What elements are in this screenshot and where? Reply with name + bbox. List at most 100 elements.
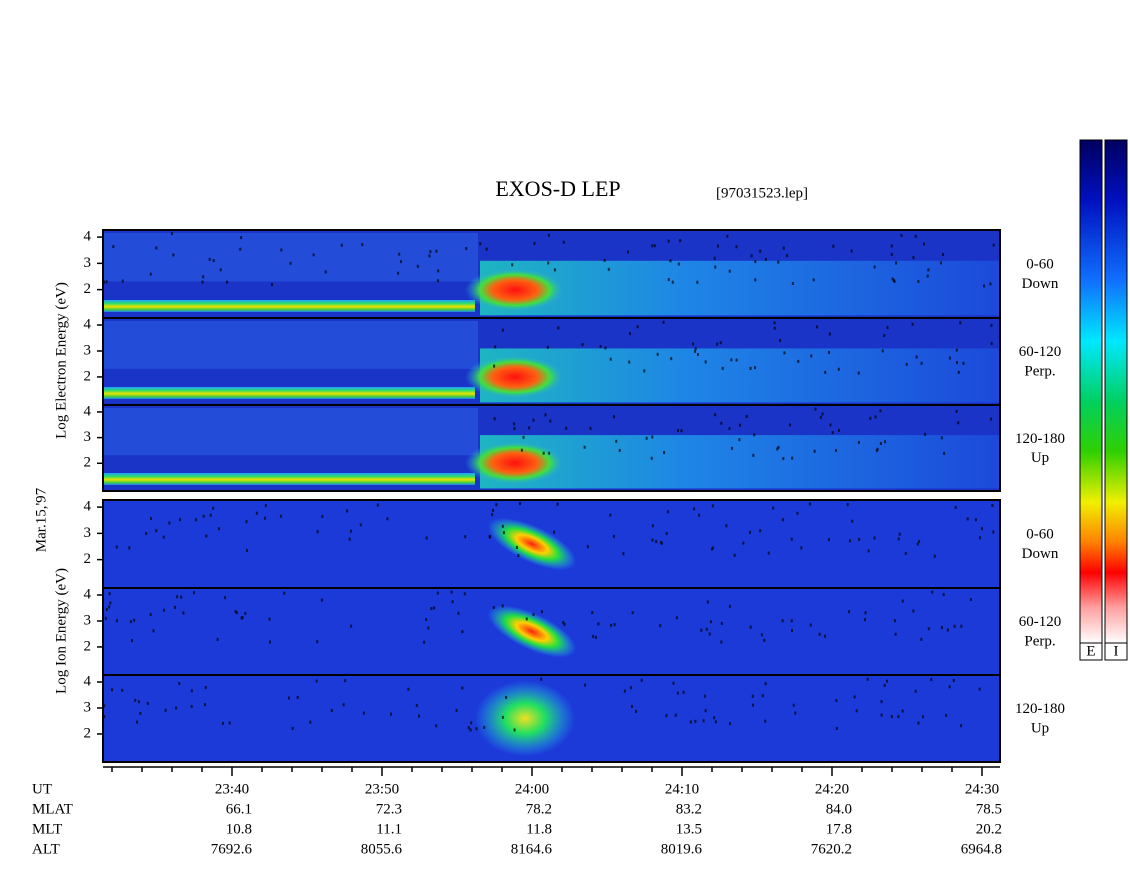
speckle <box>457 611 460 615</box>
speckle <box>433 606 436 610</box>
speckle <box>397 271 400 275</box>
speckle <box>776 447 779 451</box>
speckle <box>905 362 908 366</box>
speckle <box>992 243 995 247</box>
speckle <box>886 326 889 330</box>
speckle <box>435 249 438 253</box>
speckle <box>208 257 211 261</box>
speckle <box>134 698 137 702</box>
speckle <box>170 232 173 236</box>
speckle <box>954 505 957 509</box>
speckle <box>942 593 945 597</box>
speckle <box>786 254 789 258</box>
speckle <box>849 539 852 543</box>
speckle <box>742 541 745 545</box>
colorbar-label: E <box>1086 643 1095 659</box>
y-tick-label: 3 <box>84 342 92 358</box>
panel-angle: 0-60 <box>1026 527 1054 543</box>
speckle <box>790 619 793 623</box>
speckle <box>864 611 867 615</box>
speckle <box>837 428 840 432</box>
speckle <box>629 686 632 690</box>
speckle <box>720 621 723 625</box>
speckle <box>635 709 638 713</box>
speckle <box>891 277 894 281</box>
speckle <box>945 713 948 717</box>
speckle <box>291 726 294 730</box>
speckle <box>271 283 274 287</box>
speckle <box>296 695 299 699</box>
speckle <box>790 537 793 541</box>
speckle <box>359 523 362 527</box>
speckle <box>430 607 433 611</box>
speckle <box>386 517 389 521</box>
speckle <box>914 234 917 238</box>
row-label: MLT <box>32 821 62 837</box>
speckle <box>832 244 835 248</box>
speckle <box>108 605 111 609</box>
panel-direction: Up <box>1031 450 1049 466</box>
speckle <box>674 713 677 717</box>
y-tick-label: 3 <box>84 699 92 715</box>
speckle <box>655 540 658 544</box>
speckle <box>398 252 401 256</box>
speckle <box>946 628 949 632</box>
row-value: 7692.6 <box>211 841 253 857</box>
speckle <box>729 722 732 726</box>
speckle <box>168 521 171 525</box>
speckle <box>893 619 896 623</box>
speckle <box>835 727 838 731</box>
speckle <box>694 719 697 723</box>
speckle <box>957 370 960 374</box>
speckle <box>866 677 869 681</box>
speckle <box>618 448 621 452</box>
speckle <box>104 616 107 620</box>
speckle <box>710 547 713 551</box>
x-tick-label: 24:10 <box>665 781 699 797</box>
speckle <box>851 519 854 523</box>
speckle <box>488 534 491 538</box>
speckle <box>653 244 656 248</box>
speckle <box>547 261 550 265</box>
speckle <box>549 419 552 423</box>
row-label: UT <box>32 781 52 797</box>
speckle <box>773 321 776 325</box>
speckle <box>897 537 900 541</box>
speckle <box>694 349 697 353</box>
speckle <box>501 604 504 608</box>
speckle <box>349 529 352 533</box>
panel-angle: 60-120 <box>1019 344 1062 360</box>
speckle <box>810 354 813 358</box>
speckle <box>479 242 482 246</box>
speckle <box>513 422 516 426</box>
speckle <box>713 716 716 720</box>
speckle <box>193 591 196 595</box>
speckle <box>660 541 663 545</box>
speckle <box>857 440 860 444</box>
speckle <box>437 269 440 273</box>
speckle <box>501 715 504 719</box>
speckle <box>603 258 606 262</box>
speckle <box>565 426 568 430</box>
speckle <box>831 431 834 435</box>
speckle <box>528 426 531 430</box>
burst <box>487 605 577 658</box>
speckle <box>679 239 682 243</box>
post-tail <box>480 260 1000 316</box>
row-label: ALT <box>32 841 60 857</box>
speckle <box>853 695 856 699</box>
speckle <box>650 456 653 460</box>
panel-frame <box>102 499 1001 763</box>
speckle <box>553 530 556 534</box>
colorbar-label: I <box>1114 643 1119 659</box>
speckle <box>821 412 824 416</box>
speckle <box>495 503 498 507</box>
speckle <box>492 606 495 610</box>
panel-direction: Perp. <box>1024 633 1055 649</box>
speckle <box>883 683 886 687</box>
pre-region <box>103 233 478 282</box>
x-tick-label: 23:40 <box>215 781 249 797</box>
speckle <box>846 503 849 507</box>
speckle <box>773 326 776 330</box>
speckle <box>152 629 155 633</box>
